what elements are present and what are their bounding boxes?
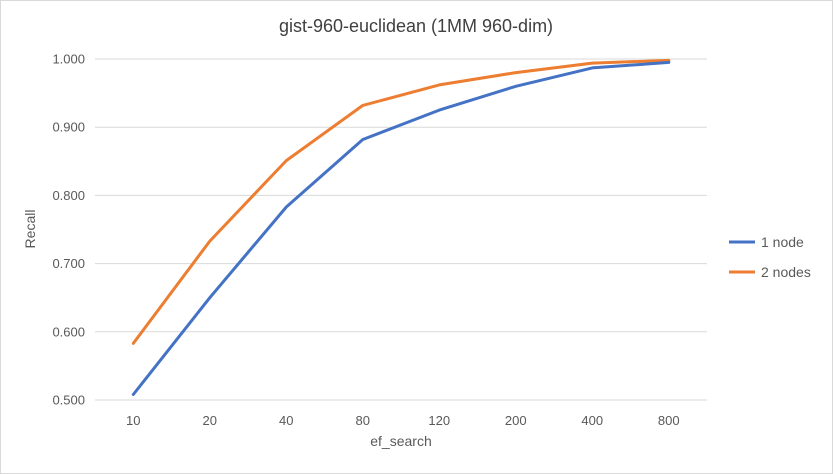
x-tick-label: 40 xyxy=(279,413,293,428)
series-line-2-nodes xyxy=(131,58,671,345)
x-tick-label: 80 xyxy=(356,413,370,428)
legend-label: 1 node xyxy=(761,234,804,250)
x-tick-label: 10 xyxy=(126,413,140,428)
series-line-1-node xyxy=(131,60,671,396)
y-tick-label: 0.800 xyxy=(52,188,85,203)
chart-title: gist-960-euclidean (1MM 960-dim) xyxy=(279,16,553,36)
x-axis-label: ef_search xyxy=(370,433,431,449)
x-tick-label: 200 xyxy=(505,413,527,428)
x-tick-label: 20 xyxy=(203,413,217,428)
x-tick-label: 120 xyxy=(428,413,450,428)
y-tick-label: 0.600 xyxy=(52,324,85,339)
y-axis-label: Recall xyxy=(22,210,38,249)
y-tick-label: 0.900 xyxy=(52,120,85,135)
x-tick-label: 800 xyxy=(658,413,680,428)
y-tick-label: 0.500 xyxy=(52,393,85,408)
legend-label: 2 nodes xyxy=(761,264,811,280)
gridlines xyxy=(95,58,707,333)
series-lines xyxy=(131,58,671,396)
axes: 0.500 0.600 0.700 0.800 0.900 1.000 10 20 40 80 12… xyxy=(52,52,707,428)
legend: 1 node 2 nodes xyxy=(729,234,811,280)
y-tick-label: 1.000 xyxy=(52,52,85,67)
x-tick-label: 400 xyxy=(581,413,603,428)
y-tick-label: 0.700 xyxy=(52,256,85,271)
